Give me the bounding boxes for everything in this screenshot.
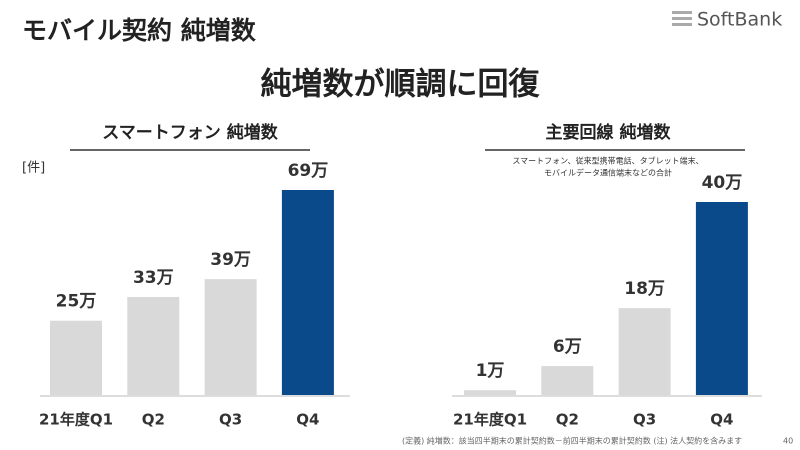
value-label: 69万 (288, 161, 329, 181)
value-label: 25万 (56, 292, 97, 312)
logo-bar (672, 11, 692, 14)
chart-note: モバイルデータ通信端末などの合計 (544, 168, 672, 178)
bar (618, 308, 671, 395)
bar (204, 279, 257, 395)
logo-text: SoftBank (697, 9, 782, 31)
value-label: 39万 (210, 250, 251, 270)
bar (541, 366, 594, 395)
chart-subtitle: スマートフォン 純増数 (102, 122, 278, 143)
logo-bar (672, 23, 692, 26)
value-label: 1万 (476, 361, 505, 381)
page-number: 40 (783, 437, 793, 446)
bar (127, 296, 180, 395)
value-label: 33万 (133, 268, 174, 288)
x-tick-label: Q3 (633, 411, 656, 429)
x-tick-label: 21年度Q1 (453, 411, 527, 429)
x-tick-label: Q2 (556, 411, 579, 429)
value-label: 40万 (702, 173, 743, 193)
x-tick-label: Q3 (219, 411, 242, 429)
chart-subtitle: 主要回線 純増数 (546, 122, 672, 143)
x-tick-label: Q2 (142, 411, 165, 429)
logo: SoftBank (672, 9, 782, 31)
slide-title: モバイル契約 純増数 (22, 16, 257, 45)
value-label: 18万 (624, 279, 665, 299)
footnote: (定義) 純増数：該当四半期末の累計契約数－前四半期末の累計契約数 (注) 法人… (402, 436, 742, 446)
headline: 純増数が順調に回復 (261, 67, 541, 103)
x-tick-label: Q4 (710, 411, 733, 429)
chart-note: スマートフォン、従来型携帯電話、タブレット端末、 (512, 156, 703, 166)
bar (464, 390, 516, 395)
logo-bar (672, 17, 692, 20)
bar (695, 202, 748, 395)
unit-label: [件] (22, 161, 45, 176)
bar (50, 320, 102, 395)
x-tick-label: Q4 (296, 411, 319, 429)
x-tick-label: 21年度Q1 (39, 411, 113, 429)
value-label: 6万 (553, 337, 582, 357)
bar (281, 190, 334, 395)
